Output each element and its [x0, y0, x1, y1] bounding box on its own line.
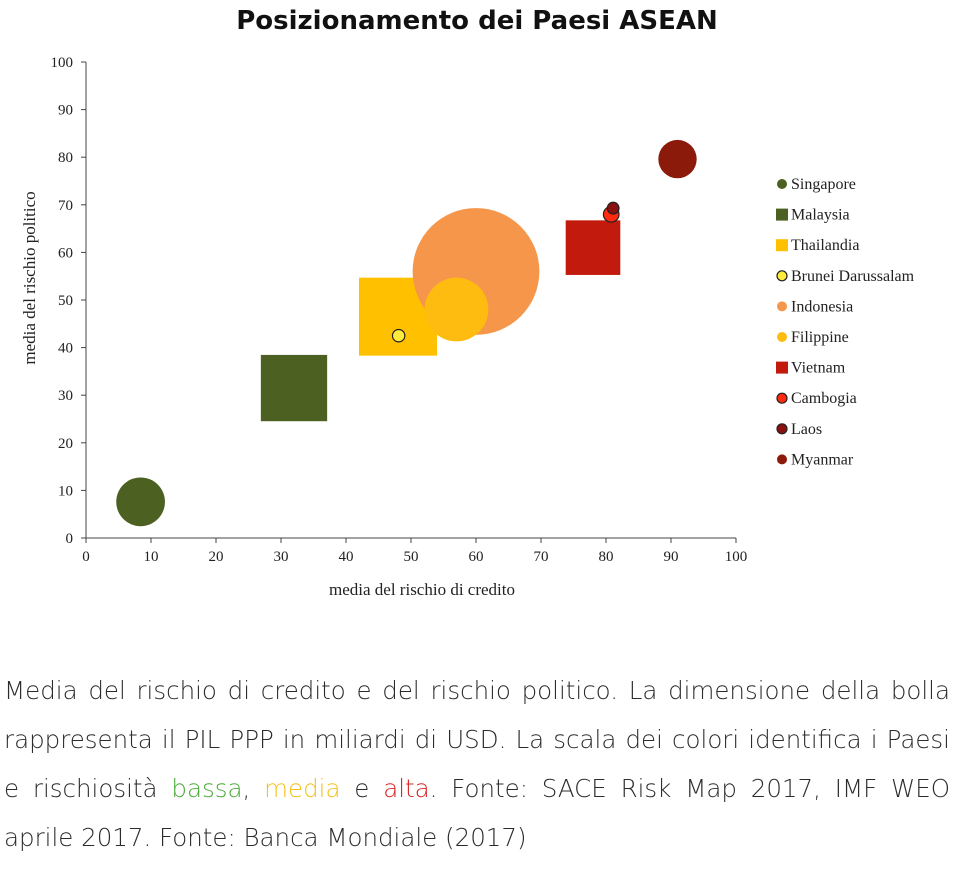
legend-label-myanmar: Myanmar: [791, 451, 854, 468]
figure-caption: Media del rischio di credito e del risch…: [4, 666, 950, 862]
legend-label-singapore: Singapore: [791, 176, 856, 193]
caption-risk-low: bassa: [171, 774, 243, 803]
y-tick-label: 10: [58, 483, 73, 499]
legend-marker-singapore: [777, 179, 787, 189]
x-tick-label: 90: [664, 549, 679, 565]
legend-label-brunei-darussalam: Brunei Darussalam: [791, 268, 915, 285]
caption-separator-1: ,: [242, 774, 265, 803]
y-tick-label: 40: [58, 341, 73, 357]
caption-text-2: . Fonte: SACE Risk Map 2017, IMF WEO apr…: [4, 774, 951, 852]
y-tick-label: 60: [58, 245, 73, 261]
legend-marker-indonesia: [777, 301, 787, 312]
y-tick-label: 90: [58, 103, 73, 119]
legend-marker-brunei-darussalam: [776, 270, 788, 282]
legend-marker-laos: [776, 423, 788, 435]
legend-marker-malaysia: [776, 208, 788, 221]
y-tick-label: 50: [58, 293, 73, 309]
y-tick-label: 80: [58, 150, 73, 166]
legend-label-cambogia: Cambogia: [791, 390, 857, 407]
bubble-chart: 0 10 20 30 40 50 60 70 80 90 100 0 10 20 30 40 50 60 70 80 9…: [20, 55, 915, 599]
bubble-vietnam: [565, 220, 621, 275]
caption-risk-medium: media: [264, 774, 341, 803]
legend-label-laos: Laos: [791, 421, 822, 438]
legend-label-indonesia: Indonesia: [791, 298, 853, 315]
x-tick-label: 40: [339, 549, 354, 565]
caption-text-1: Media del rischio di credito e del risch…: [4, 676, 950, 803]
legend-label-filippine: Filippine: [791, 329, 849, 346]
y-tick-label: 70: [58, 198, 73, 214]
legend-marker-thailandia: [776, 239, 788, 252]
chart-title: Posizionamento dei Paesi ASEAN: [236, 6, 718, 36]
x-tick-label: 0: [82, 549, 90, 565]
bubble-brunei-darussalam: [391, 328, 406, 343]
bubble-singapore: [116, 477, 165, 527]
x-tick-label: 20: [209, 549, 224, 565]
y-tick-label: 30: [58, 388, 73, 404]
legend-marker-myanmar: [777, 454, 787, 465]
y-tick-label: 100: [51, 55, 74, 71]
x-tick-label: 10: [144, 549, 159, 565]
y-tick-label: 0: [66, 531, 74, 547]
bubble-malaysia: [260, 354, 328, 422]
legend-label-malaysia: Malaysia: [791, 207, 850, 224]
bubble-laos: [606, 201, 620, 215]
x-tick-label: 30: [274, 549, 289, 565]
legend-label-thailandia: Thailandia: [791, 237, 859, 254]
caption-separator-2: e: [340, 774, 384, 803]
legend: Singapore Malaysia Thailandia Brunei Daruss…: [776, 176, 915, 468]
y-tick-label: 20: [58, 436, 73, 452]
x-tick-label: 70: [534, 549, 549, 565]
legend-label-vietnam: Vietnam: [791, 360, 846, 377]
caption-risk-high: alta: [383, 774, 430, 803]
legend-marker-cambogia: [776, 392, 788, 404]
legend-marker-vietnam: [776, 361, 788, 374]
x-tick-label: 50: [404, 549, 419, 565]
bubble-myanmar: [658, 139, 697, 179]
bubble-filippine: [424, 277, 489, 342]
data-marks: [116, 139, 697, 527]
x-tick-label: 80: [599, 549, 614, 565]
y-axis-label: media del rischio politico: [20, 191, 39, 364]
legend-marker-filippine: [777, 332, 787, 342]
x-tick-label: 60: [469, 549, 484, 565]
x-tick-label: 100: [725, 549, 748, 565]
x-axis-label: media del rischio di credito: [329, 580, 515, 599]
axes: 0 10 20 30 40 50 60 70 80 90 100 0 10 20 30 40 50 60 70 80 9…: [51, 55, 748, 565]
